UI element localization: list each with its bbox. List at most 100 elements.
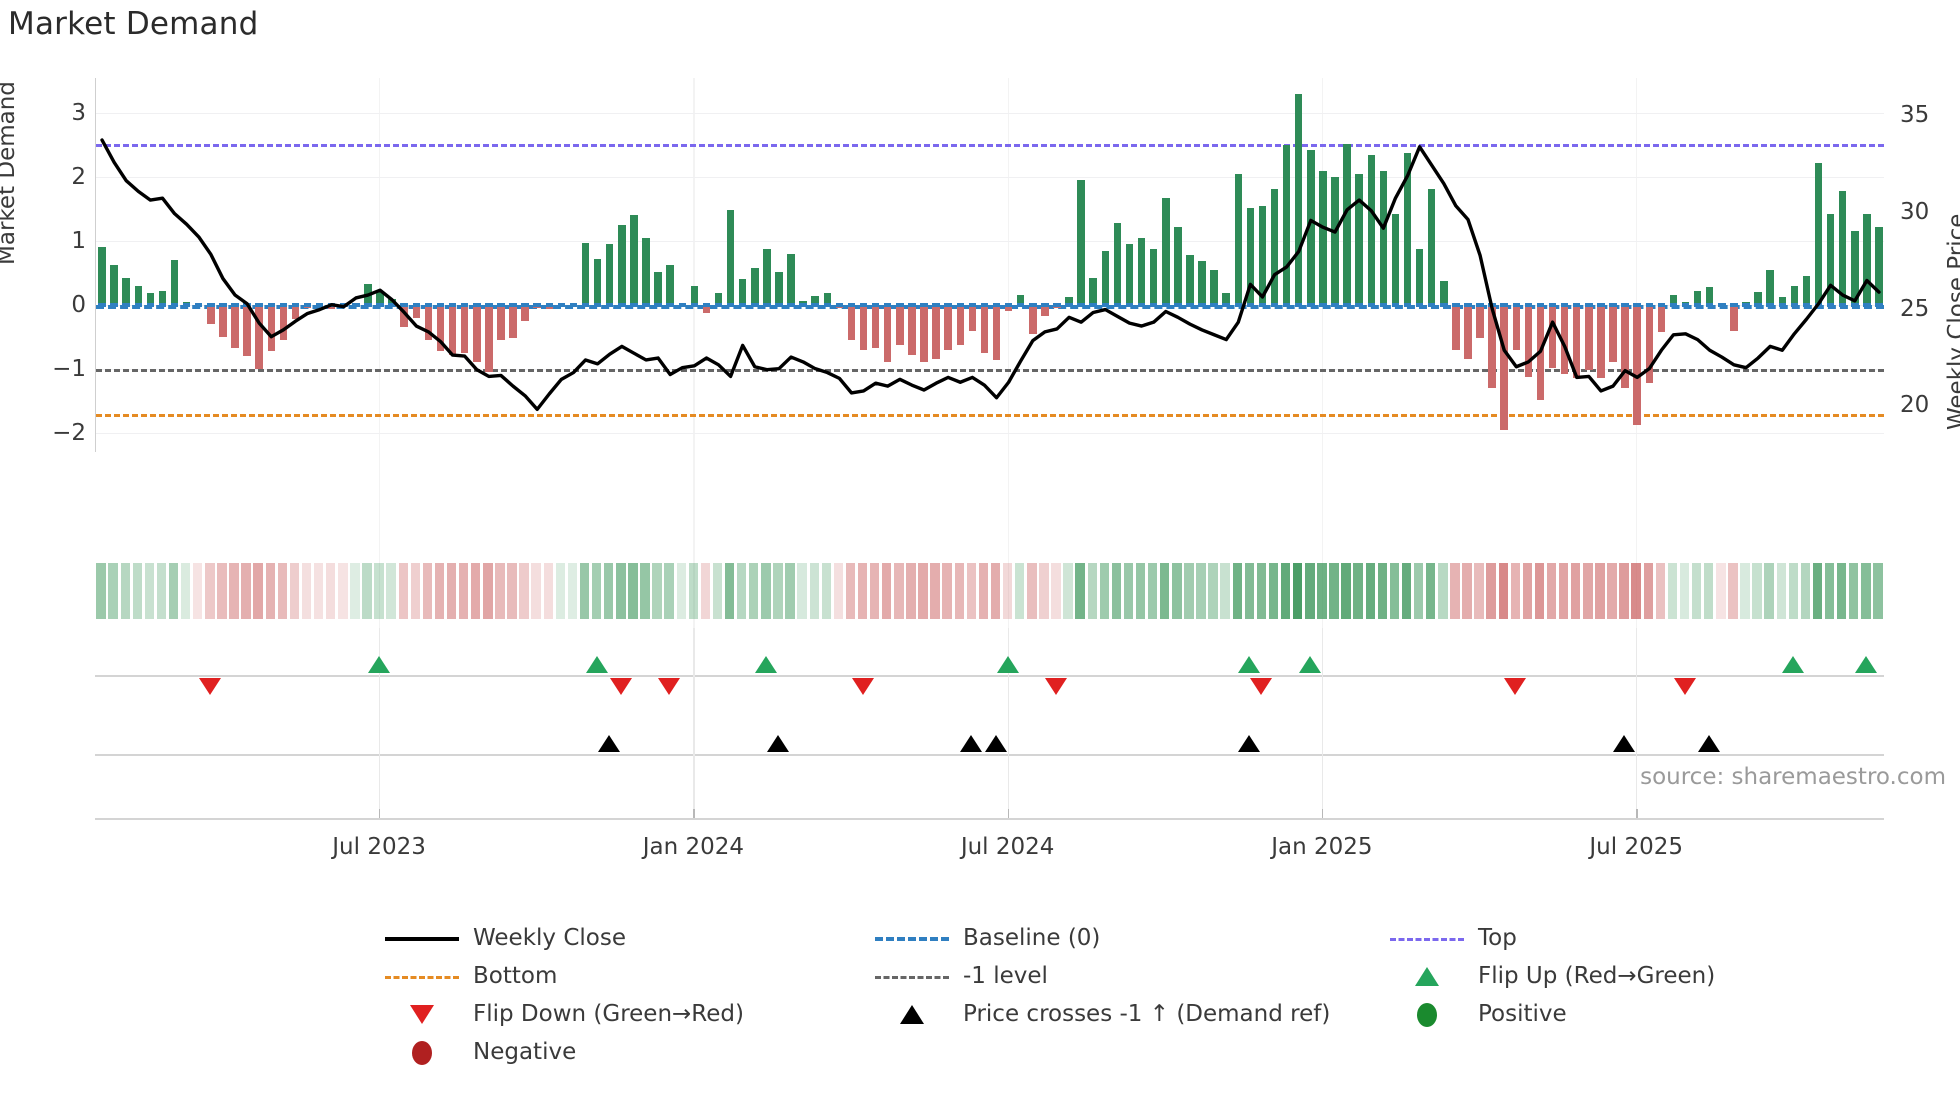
heatmap-cell bbox=[1377, 563, 1388, 619]
baseline-stub bbox=[1512, 302, 1521, 307]
heatmap-cell bbox=[398, 563, 408, 619]
legend-item[interactable]: -1 level bbox=[875, 963, 1048, 989]
flip-up-marker-icon bbox=[1298, 656, 1321, 673]
demand-bar bbox=[847, 304, 856, 341]
legend-item[interactable]: Weekly Close bbox=[385, 925, 626, 951]
baseline-stub bbox=[1065, 302, 1073, 307]
legend-item[interactable]: Flip Up (Red→Green) bbox=[1390, 963, 1715, 989]
heatmap-cell bbox=[676, 563, 686, 619]
heatmap-cell bbox=[857, 563, 868, 619]
baseline-stub bbox=[436, 302, 445, 307]
demand-bar bbox=[1814, 163, 1823, 305]
heatmap-cell bbox=[458, 563, 469, 619]
baseline-stub bbox=[1319, 302, 1327, 307]
heatmap-cell bbox=[1196, 563, 1206, 619]
heatmap-cell bbox=[1413, 563, 1424, 619]
heatmap-cell bbox=[652, 563, 662, 619]
baseline-stub bbox=[1452, 302, 1460, 307]
heatmap-cell bbox=[1063, 563, 1073, 619]
heatmap-cell bbox=[1015, 563, 1025, 619]
heatmap-cell bbox=[1619, 563, 1629, 619]
baseline-stub bbox=[1766, 302, 1774, 307]
baseline-stub bbox=[267, 302, 275, 307]
heatmap-cell bbox=[555, 563, 566, 619]
legend-item-label: Price crosses -1 ↑ (Demand ref) bbox=[963, 1001, 1331, 1027]
heatmap-cell bbox=[1667, 563, 1678, 619]
demand-bar bbox=[1355, 173, 1363, 305]
demand-bar bbox=[763, 248, 771, 305]
heatmap-cell bbox=[1522, 563, 1533, 619]
demand-bar bbox=[1548, 304, 1557, 368]
demand-bar bbox=[775, 271, 783, 305]
legend-item[interactable]: Positive bbox=[1390, 1001, 1567, 1027]
legend-item[interactable]: Top bbox=[1390, 925, 1517, 951]
baseline-stub bbox=[618, 302, 626, 307]
demand-bar bbox=[1730, 304, 1738, 331]
demand-bar bbox=[158, 290, 167, 305]
baseline-stub bbox=[702, 302, 711, 307]
baseline-stub bbox=[1536, 302, 1545, 307]
heatmap-cell bbox=[205, 563, 215, 619]
baseline-stub bbox=[1270, 302, 1279, 307]
x-axis-tick bbox=[693, 809, 695, 818]
baseline-stub bbox=[1041, 302, 1049, 307]
demand-bar bbox=[170, 260, 179, 305]
flip-down-marker-icon bbox=[851, 678, 874, 695]
legend-item[interactable]: Flip Down (Green→Red) bbox=[385, 1001, 744, 1027]
baseline-stub bbox=[714, 302, 723, 307]
heatmap-cell bbox=[1655, 563, 1666, 619]
baseline-stub bbox=[400, 302, 408, 307]
triangle-up-icon bbox=[875, 1003, 949, 1025]
legend-item[interactable]: Bottom bbox=[385, 963, 557, 989]
top-line-swatch bbox=[1390, 927, 1464, 949]
demand-bar bbox=[1669, 295, 1678, 305]
baseline-stub bbox=[1633, 302, 1641, 307]
demand-bar bbox=[110, 265, 118, 305]
baseline-stub bbox=[1137, 302, 1146, 307]
heatmap-cell bbox=[1317, 563, 1327, 619]
demand-bar bbox=[618, 225, 626, 305]
baseline-stub bbox=[932, 302, 940, 307]
heatmap-cell bbox=[966, 563, 977, 619]
baseline-stub bbox=[170, 302, 179, 307]
demand-bar bbox=[1440, 280, 1448, 305]
legend-item[interactable]: Price crosses -1 ↑ (Demand ref) bbox=[875, 1001, 1330, 1027]
baseline-stub bbox=[1415, 302, 1424, 307]
demand-bar bbox=[1705, 287, 1714, 305]
heatmap-cell bbox=[241, 563, 251, 619]
gridline bbox=[96, 113, 1884, 115]
demand-bar bbox=[448, 304, 457, 355]
heatmap-cell bbox=[325, 563, 336, 619]
legend-item-label: Weekly Close bbox=[473, 925, 626, 951]
demand-bar bbox=[871, 304, 880, 349]
baseline-stub bbox=[1186, 302, 1194, 307]
baseline-stub bbox=[1657, 302, 1666, 307]
gridline bbox=[96, 241, 1884, 243]
demand-bar bbox=[1101, 250, 1110, 305]
demand-bar bbox=[122, 278, 130, 305]
price-cross-marker-icon bbox=[960, 735, 983, 752]
heatmap-cell bbox=[1087, 563, 1097, 619]
x-axis: Jul 2023 Jan 2024 Jul 2024 Jan 2025 Jul 2025 bbox=[95, 809, 1884, 860]
heatmap-cell bbox=[1293, 563, 1303, 619]
heatmap-cell bbox=[193, 563, 203, 619]
baseline-stub bbox=[521, 302, 529, 307]
legend-item[interactable]: Baseline (0) bbox=[875, 925, 1100, 951]
legend-item-label: Negative bbox=[473, 1039, 577, 1065]
heatmap-cell bbox=[1232, 563, 1242, 619]
legend-item[interactable]: Negative bbox=[385, 1039, 576, 1065]
heatmap-cell bbox=[1691, 563, 1702, 619]
demand-bar bbox=[1174, 226, 1182, 305]
baseline-stub bbox=[944, 302, 952, 307]
demand-bar bbox=[1029, 304, 1037, 335]
baseline-stub bbox=[1838, 302, 1847, 307]
heatmap-cell bbox=[942, 563, 952, 619]
x-gridline bbox=[379, 78, 381, 632]
y-axis-left-tick: −2 bbox=[52, 419, 86, 446]
heatmap-cell bbox=[797, 563, 807, 619]
heatmap-cell bbox=[96, 563, 106, 619]
heatmap-cell bbox=[1583, 563, 1593, 619]
heatmap-cell bbox=[1305, 563, 1315, 619]
demand-bar bbox=[1500, 304, 1508, 430]
heatmap-cell bbox=[700, 563, 711, 619]
